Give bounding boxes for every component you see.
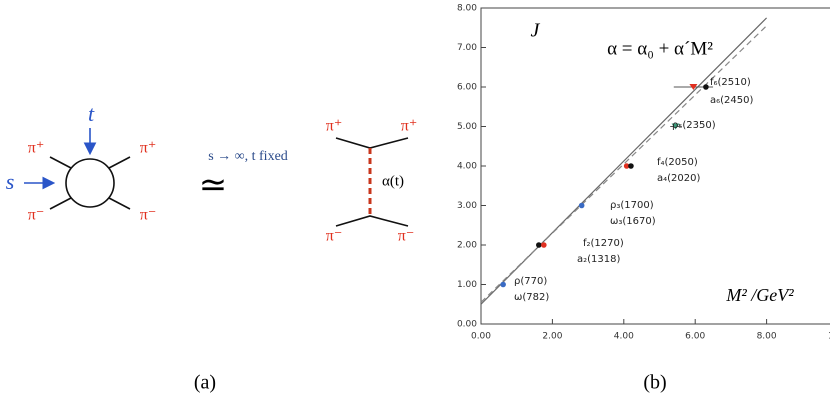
x-tick-label: 10.0 (828, 332, 830, 342)
label: π⁺ (28, 140, 45, 157)
point-label: ω(782) (514, 292, 549, 303)
label: α(t) (382, 173, 404, 189)
point-label: f₆(2510) (710, 77, 751, 88)
label: s → ∞, t fixed (208, 149, 288, 164)
point-label: f₂(1270) (583, 238, 624, 249)
leg (49, 197, 72, 210)
point (541, 242, 547, 248)
leg (108, 156, 131, 169)
trend-line (480, 25, 768, 303)
point (628, 163, 634, 169)
point-label: ρ₃(1700) (610, 200, 654, 211)
label: π⁺ (140, 140, 157, 157)
point (689, 84, 698, 90)
label: π⁻ (398, 228, 415, 245)
point-label: ρ₅(2350) (672, 120, 716, 131)
y-tick-label: 8.00 (457, 4, 477, 14)
y-tick-label: 0.00 (457, 320, 477, 330)
formula: α = α₀ + α´M² (607, 38, 713, 59)
y-tick-label: 6.00 (457, 83, 477, 93)
point (500, 281, 506, 288)
blob (65, 158, 115, 208)
y-tick-label: 1.00 (457, 280, 477, 290)
diagram-a (24, 128, 409, 227)
point-label: ω₃(1670) (610, 216, 656, 227)
label: s (6, 169, 15, 194)
label: π⁺ (401, 118, 418, 135)
point (578, 202, 585, 209)
label: π⁺ (326, 118, 343, 135)
label: π⁻ (140, 207, 157, 224)
point-label: a₆(2450) (710, 95, 753, 106)
caption: (b) (643, 372, 666, 394)
axis-title: M² /GeV² (725, 285, 794, 305)
x-tick-label: 6.00 (685, 332, 705, 342)
x-tick-label: 4.00 (614, 332, 634, 342)
point (703, 84, 709, 90)
point-label: f₄(2050) (657, 157, 698, 168)
y-tick-label: 7.00 (457, 43, 477, 53)
point-label: a₂(1318) (577, 254, 620, 265)
point-label: ρ(770) (514, 276, 547, 287)
trend-line (480, 17, 768, 305)
label: π⁻ (326, 228, 343, 245)
point (623, 163, 630, 169)
x-tick-label: 2.00 (542, 332, 562, 342)
y-tick-label: 5.00 (457, 122, 477, 132)
vertex (335, 137, 409, 149)
label: t (88, 101, 95, 126)
leg (108, 197, 131, 210)
x-tick-label: 8.00 (757, 332, 777, 342)
y-tick-label: 4.00 (457, 162, 477, 172)
point-label: a₄(2020) (657, 173, 700, 184)
vertex (335, 215, 409, 227)
label: ≃ (199, 167, 228, 204)
x-tick-label: 0.00 (471, 332, 491, 342)
point (536, 242, 542, 248)
label: π⁻ (28, 207, 45, 224)
caption: (a) (194, 372, 216, 394)
point (671, 123, 680, 130)
y-tick-label: 2.00 (457, 241, 477, 251)
axis-title: J (531, 20, 541, 42)
leg (49, 156, 72, 169)
y-tick-label: 3.00 (457, 201, 477, 211)
